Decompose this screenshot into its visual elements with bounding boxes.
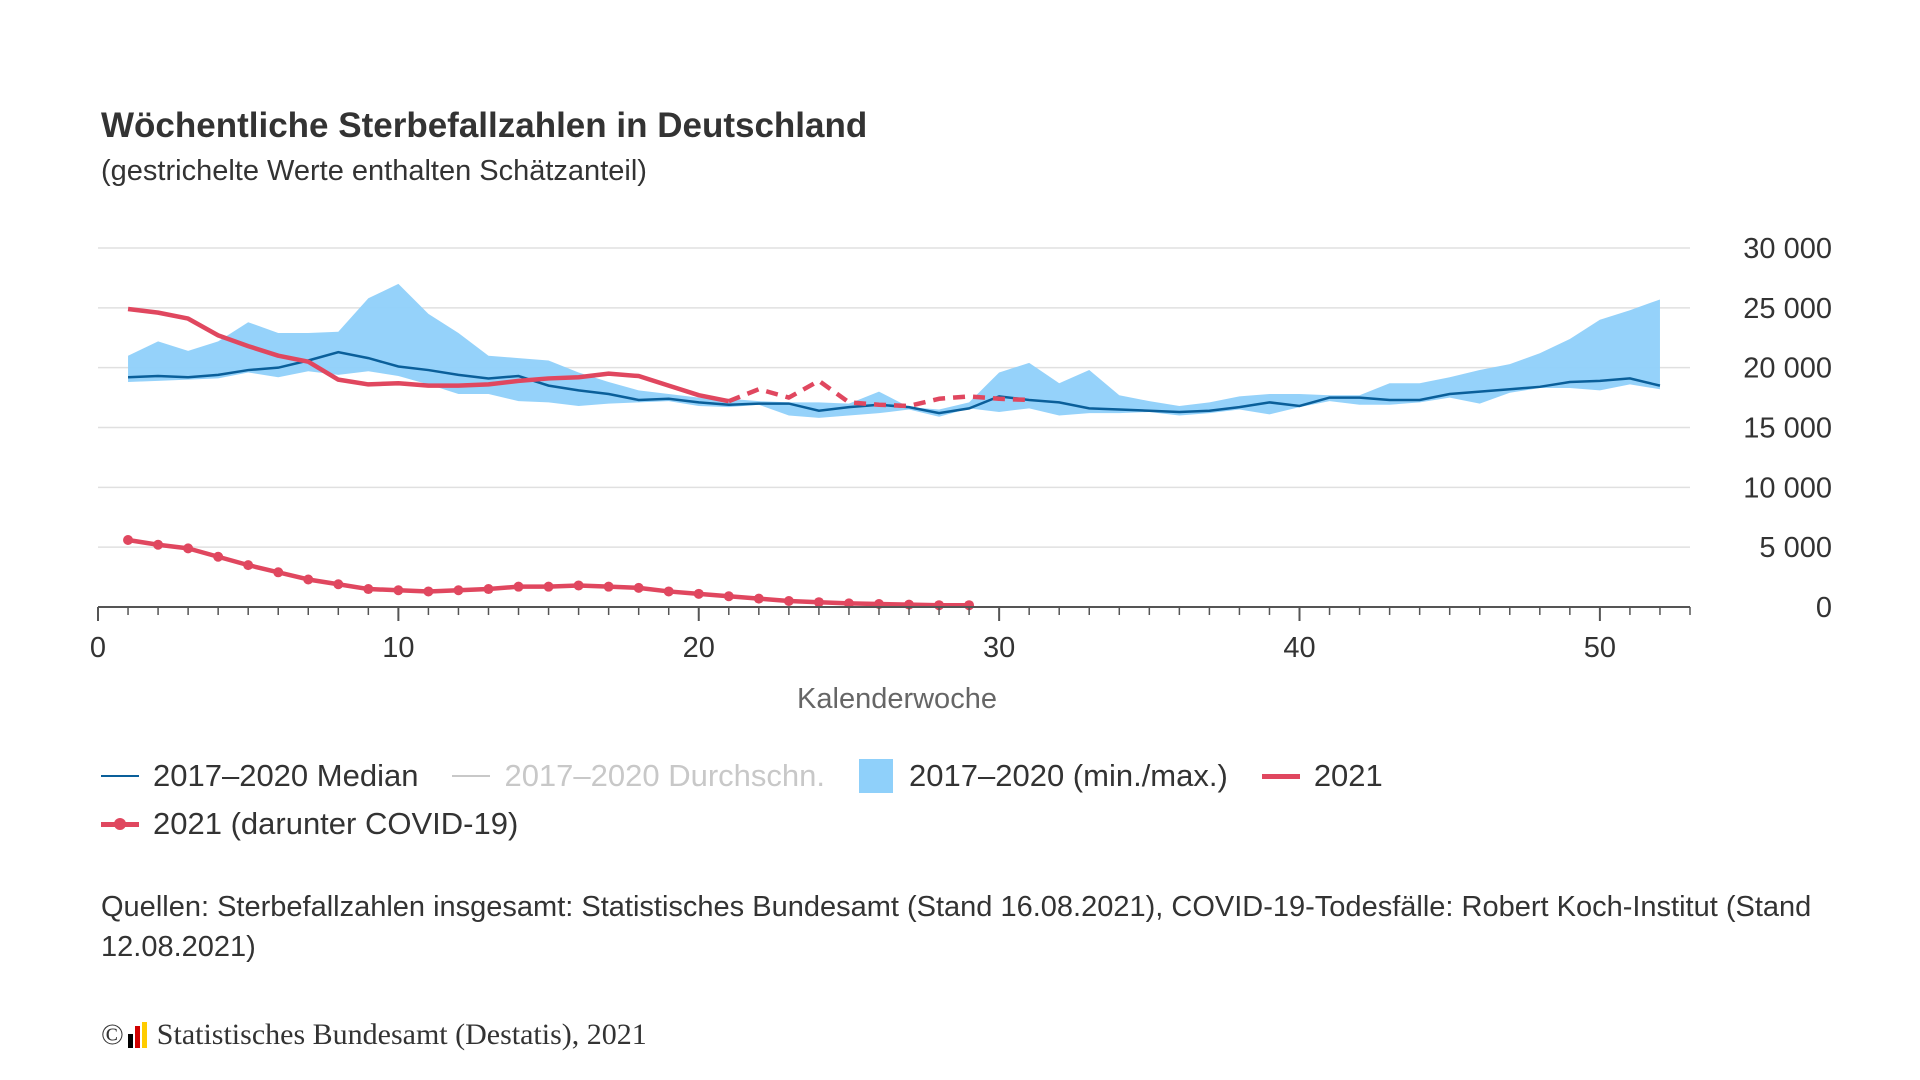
legend-item-covid[interactable]: 2021 (darunter COVID-19) xyxy=(101,806,518,842)
legend-item-mean[interactable]: 2017–2020 Durchschn. xyxy=(452,758,825,794)
covid-point xyxy=(783,596,794,607)
legend-median-label: 2017–2020 Median xyxy=(153,758,419,793)
x-tick-label: 20 xyxy=(683,632,715,664)
covid-line xyxy=(127,537,970,608)
covid-point xyxy=(333,579,344,590)
y-tick-label: 10 000 xyxy=(1743,472,1832,504)
axes xyxy=(97,606,1691,621)
line-2021-estimated xyxy=(727,378,1030,409)
legend-range-swatch xyxy=(859,759,894,793)
range-area xyxy=(128,283,1660,418)
legend-2021-label: 2021 xyxy=(1313,758,1383,793)
y-tick-label: 5 000 xyxy=(1759,532,1832,564)
covid-point xyxy=(633,582,644,593)
covid-line-layer xyxy=(123,534,975,611)
x-tick-label: 40 xyxy=(1283,632,1315,664)
covid-point xyxy=(663,586,674,597)
covid-point xyxy=(243,560,254,571)
legend-median-swatch xyxy=(101,775,139,777)
legend-item-2021[interactable]: 2021 xyxy=(1261,758,1383,794)
covid-point xyxy=(603,581,614,592)
legend-covid-swatch xyxy=(101,817,139,830)
tick-labels: 0 5 000 10 000 15 000 20 000 25 000 30 000 0 10 2… xyxy=(90,233,1832,715)
covid-point xyxy=(303,574,314,585)
legend-item-range[interactable]: 2017–2020 (min./max.) xyxy=(859,758,1228,794)
covid-point xyxy=(423,586,434,597)
chart-subtitle: (gestrichelte Werte enthalten Schätzante… xyxy=(101,155,647,187)
covid-point xyxy=(453,585,464,596)
covid-point xyxy=(813,597,824,608)
chart-title: Wöchentliche Sterbefallzahlen in Deutsch… xyxy=(101,106,868,145)
legend-2021-swatch xyxy=(1261,773,1300,779)
covid-point xyxy=(213,551,224,562)
covid-point xyxy=(843,598,854,609)
covid-point xyxy=(183,543,194,554)
copyright-symbol: © xyxy=(101,1018,124,1051)
covid-point xyxy=(483,584,494,595)
legend-mean-swatch xyxy=(452,775,491,777)
line-2021-layer xyxy=(127,306,1030,409)
covid-point xyxy=(693,588,704,599)
destatis-logo-icon xyxy=(127,1022,149,1048)
credit-line: © Statistisches Bundesamt (Destatis), 20… xyxy=(101,1018,647,1052)
logo-bar xyxy=(127,1034,133,1048)
legend-mean-label: 2017–2020 Durchschn. xyxy=(504,758,826,793)
covid-point xyxy=(363,584,374,595)
legend-item-median[interactable]: 2017–2020 Median xyxy=(101,758,418,794)
covid-point xyxy=(543,581,554,592)
covid-point xyxy=(273,567,284,578)
y-tick-label: 20 000 xyxy=(1743,353,1832,385)
covid-point xyxy=(753,593,764,604)
y-tick-label: 0 xyxy=(1816,592,1832,624)
y-tick-label: 30 000 xyxy=(1743,233,1832,265)
covid-point xyxy=(723,591,734,602)
x-tick-label: 30 xyxy=(983,632,1015,664)
y-tick-label: 15 000 xyxy=(1743,413,1832,445)
legend-covid-label: 2021 (darunter COVID-19) xyxy=(153,806,519,841)
covid-point xyxy=(573,580,584,591)
x-tick-label: 50 xyxy=(1584,632,1616,664)
range-band xyxy=(128,283,1660,418)
chart-canvas: 0 5 000 10 000 15 000 20 000 25 000 30 000 0 10 2… xyxy=(90,233,1832,715)
covid-point xyxy=(153,539,164,550)
sources-note: Quellen: Sterbefallzahlen insgesamt: Sta… xyxy=(101,891,1812,963)
y-tick-label: 25 000 xyxy=(1743,293,1832,325)
line-2021 xyxy=(127,306,730,404)
legend: 2017–2020 Median 2017–2020 Durchschn. 20… xyxy=(101,752,1861,848)
x-tick-label: 0 xyxy=(90,632,106,664)
x-tick-label: 10 xyxy=(382,632,414,664)
covid-point xyxy=(513,581,524,592)
credit-text: Statistisches Bundesamt (Destatis), 2021 xyxy=(156,1018,647,1051)
x-axis-title: Kalenderwoche xyxy=(797,683,997,715)
legend-range-label: 2017–2020 (min./max.) xyxy=(909,758,1228,793)
covid-point xyxy=(393,585,404,596)
logo-bar xyxy=(141,1022,147,1048)
logo-bar xyxy=(134,1026,140,1048)
covid-point xyxy=(123,534,134,545)
